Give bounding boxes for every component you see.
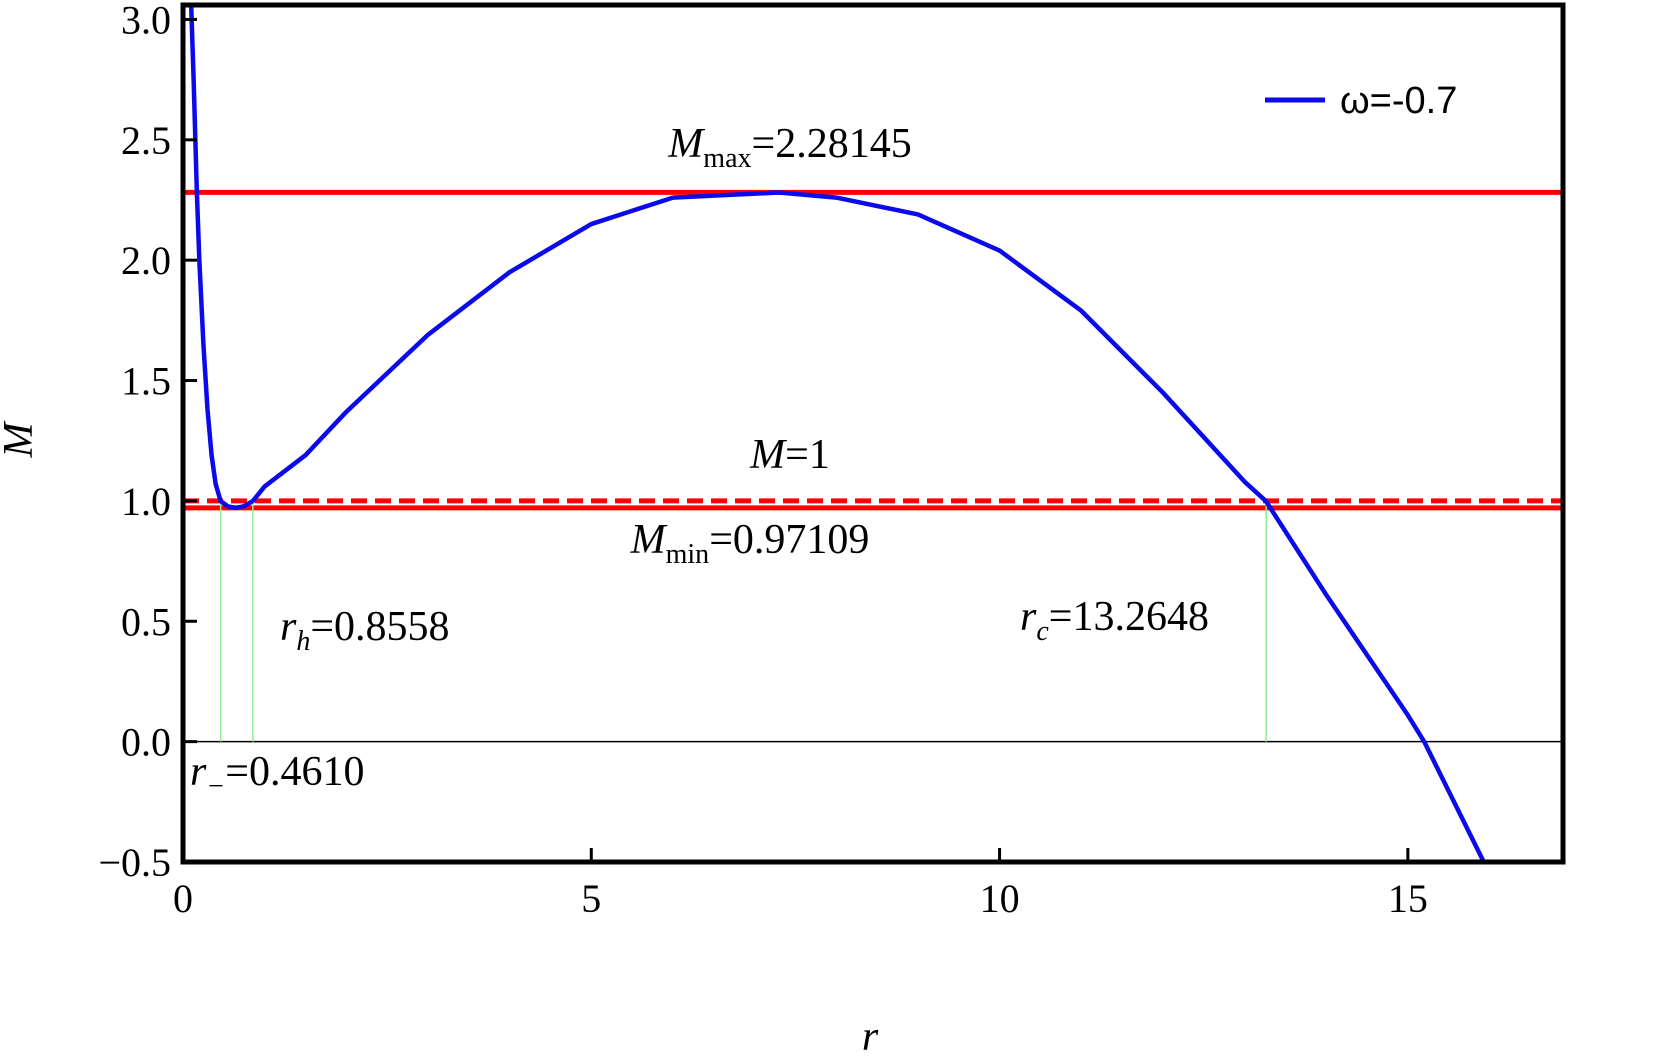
annotation-value: =1 [785, 432, 830, 478]
annotation-symbol: M [667, 121, 705, 167]
x-tick-label: 5 [581, 876, 601, 921]
line-annotation: M=1 [749, 432, 830, 478]
y-tick-label: 0.0 [121, 720, 171, 765]
annotation-symbol: r [280, 604, 297, 650]
annotation-value: =0.97109 [709, 517, 869, 563]
y-tick-label: −0.5 [98, 840, 171, 885]
annotation-value: =13.2648 [1049, 594, 1209, 640]
y-axis-label: M [0, 421, 42, 459]
y-tick-label: 0.5 [121, 599, 171, 644]
annotation-subscript: max [703, 143, 751, 174]
root-annotation: r−=0.4610 [190, 749, 364, 802]
series-line [188, 5, 1486, 862]
annotation-subscript: c [1036, 616, 1049, 647]
x-tick-label: 10 [980, 876, 1020, 921]
annotation-subscript: − [206, 771, 225, 802]
y-tick-label: 1.0 [121, 479, 171, 524]
plot-area [183, 5, 1563, 862]
annotation-symbol: r [190, 749, 207, 795]
annotation-subscript: h [296, 626, 310, 657]
line-annotation: Mmax=2.28145 [667, 121, 911, 174]
annotation-value: =2.28145 [752, 121, 912, 167]
root-annotation: rh=0.8558 [280, 604, 450, 657]
y-tick-label: 2.5 [121, 118, 171, 163]
line-annotation: Mmin=0.97109 [630, 517, 870, 570]
legend-label: ω=-0.7 [1340, 80, 1457, 122]
plot-frame [180, 2, 1566, 865]
annotation-symbol: r [1020, 594, 1037, 640]
annotation-symbol: M [630, 517, 668, 563]
x-tick-label: 15 [1388, 876, 1428, 921]
x-tick-label: 0 [173, 876, 193, 921]
annotation-subscript: min [666, 539, 710, 570]
x-axis-label: r [862, 1014, 879, 1057]
annotation-symbol: M [749, 432, 787, 478]
y-tick-label: 2.0 [121, 238, 171, 283]
y-tick-label: 3.0 [121, 0, 171, 42]
root-annotation: rc=13.2648 [1020, 594, 1209, 647]
y-tick-label: 1.5 [121, 359, 171, 404]
annotation-value: =0.8558 [310, 604, 449, 650]
annotation-value: =0.4610 [225, 749, 364, 795]
